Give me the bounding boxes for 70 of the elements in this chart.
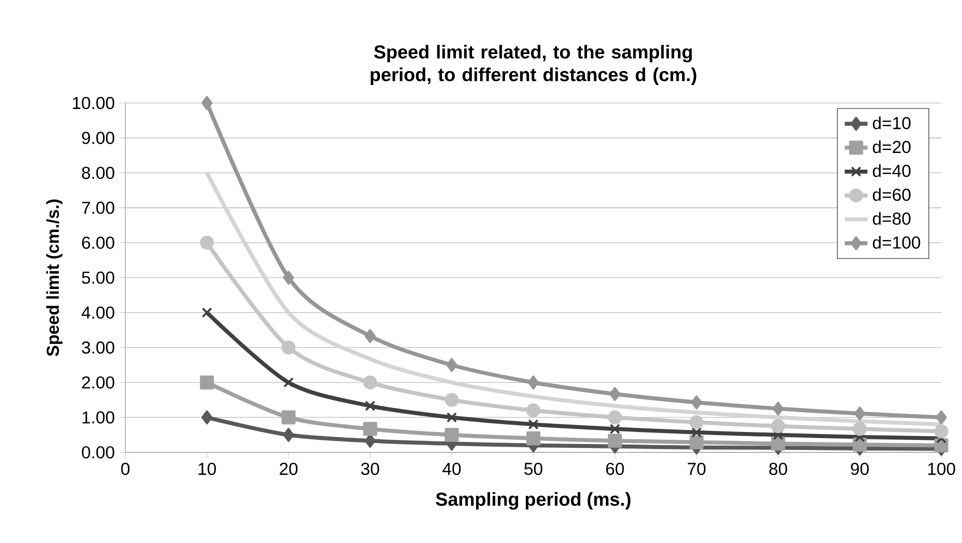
x-tick-label: 80: [769, 462, 788, 476]
x-tick-label: 50: [524, 462, 542, 476]
y-tick-label: 9.00: [82, 132, 114, 144]
point: [200, 236, 214, 250]
y-tick-label: 4.00: [82, 306, 114, 319]
point: [772, 402, 784, 416]
y-tick-label: 3.00: [82, 341, 114, 354]
point: [608, 410, 622, 424]
point: [444, 392, 459, 407]
y-tick-label: 8.00: [82, 166, 114, 179]
point: [528, 419, 539, 430]
point: [446, 358, 458, 372]
point: [364, 434, 376, 448]
legend-label: d=20: [872, 140, 911, 154]
point: [934, 424, 948, 438]
point: [691, 395, 702, 410]
point: [201, 410, 212, 424]
point: [936, 410, 947, 424]
point: [202, 307, 212, 318]
x-tick-label: 100: [928, 462, 956, 476]
point: [363, 422, 378, 436]
legend-label: d=100: [872, 236, 920, 249]
chart-title: Speed limit related, to the sampling period, to different distances d (cm.): [370, 44, 696, 85]
x-tick-label: 30: [361, 462, 380, 476]
point: [282, 340, 296, 355]
x-tick-label: 20: [280, 462, 298, 476]
point: [772, 430, 784, 440]
point: [609, 386, 620, 401]
x-tick-label: 90: [850, 462, 869, 476]
x-tick-label: 10: [198, 462, 216, 476]
point: [690, 435, 704, 450]
x-tick-label: 40: [442, 462, 461, 476]
y-tick-label: 6.00: [82, 236, 114, 249]
y-tick-label: 10.00: [72, 96, 114, 110]
point: [444, 428, 459, 442]
legend-label: d=40: [872, 164, 911, 178]
point: [526, 431, 540, 446]
y-tick-label: 0.00: [82, 446, 114, 458]
point: [283, 428, 294, 442]
point: [771, 419, 786, 434]
point: [690, 415, 704, 430]
point: [283, 377, 294, 388]
y-tick-label: 2.00: [82, 376, 114, 389]
point: [364, 329, 376, 344]
point: [201, 96, 212, 110]
x-axis-title: Sampling period (ms.): [436, 492, 630, 510]
point: [364, 400, 376, 412]
y-axis-title: Speed limit (cm./s.): [46, 200, 62, 356]
x-tick-label: 60: [606, 462, 624, 476]
point: [608, 434, 622, 448]
point: [200, 375, 214, 390]
point: [691, 427, 702, 438]
point: [771, 436, 786, 451]
point: [610, 424, 620, 434]
point: [283, 270, 294, 285]
point: [852, 422, 867, 436]
point: [363, 375, 378, 390]
point: [526, 403, 540, 418]
legend-label: d=10: [872, 116, 911, 130]
x-tick-label: 70: [688, 462, 706, 476]
legend-label: d=80: [872, 212, 911, 225]
x-tick-label: 0: [121, 462, 130, 476]
point: [528, 375, 539, 390]
point: [446, 412, 457, 423]
y-tick-label: 1.00: [82, 411, 114, 424]
point: [282, 410, 296, 424]
legend-label: d=60: [872, 188, 911, 201]
y-tick-label: 7.00: [82, 202, 114, 214]
point: [854, 406, 866, 421]
y-tick-label: 5.00: [82, 272, 114, 284]
